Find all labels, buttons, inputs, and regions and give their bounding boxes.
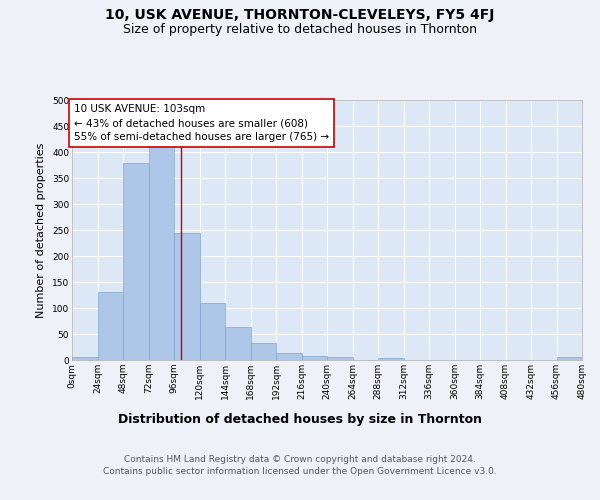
Bar [276,352,302,360]
Bar [378,358,404,360]
Bar [149,144,174,360]
Bar [72,358,97,360]
Bar [199,303,225,360]
Bar [225,327,251,360]
Bar [97,292,123,360]
Text: 10, USK AVENUE, THORNTON-CLEVELEYS, FY5 4FJ: 10, USK AVENUE, THORNTON-CLEVELEYS, FY5 … [106,8,494,22]
Y-axis label: Number of detached properties: Number of detached properties [37,142,46,318]
Bar [174,232,199,360]
Text: Size of property relative to detached houses in Thornton: Size of property relative to detached ho… [123,22,477,36]
Text: Contains HM Land Registry data © Crown copyright and database right 2024.: Contains HM Land Registry data © Crown c… [124,455,476,464]
Bar [302,356,327,360]
Text: Distribution of detached houses by size in Thornton: Distribution of detached houses by size … [118,412,482,426]
Bar [123,164,149,360]
Bar [327,358,353,360]
Bar [557,358,582,360]
Text: Contains public sector information licensed under the Open Government Licence v3: Contains public sector information licen… [103,468,497,476]
Bar [251,343,276,360]
Text: 10 USK AVENUE: 103sqm
← 43% of detached houses are smaller (608)
55% of semi-det: 10 USK AVENUE: 103sqm ← 43% of detached … [74,104,329,142]
